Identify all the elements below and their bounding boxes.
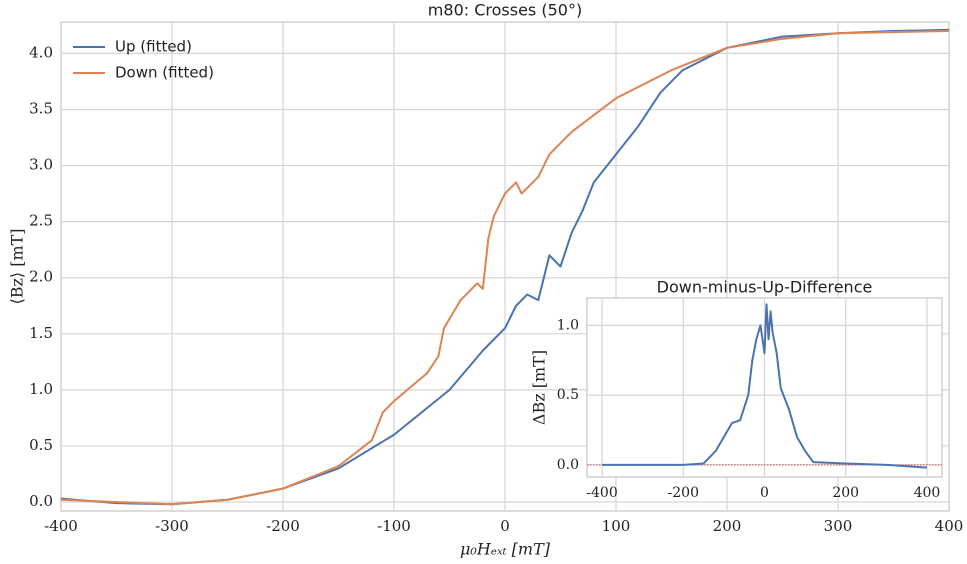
x-tick-label: 400 xyxy=(914,485,941,501)
y-tick-label: 2.5 xyxy=(29,212,53,230)
data-line xyxy=(60,29,950,506)
x-tick-label: -100 xyxy=(377,517,411,535)
legend-label: Down (fitted) xyxy=(115,64,214,82)
x-tick-label: -400 xyxy=(44,517,78,535)
x-tick-label: 0 xyxy=(760,485,769,501)
y-tick-label: 1.0 xyxy=(29,380,53,398)
y-tick-label: 1.5 xyxy=(29,324,53,342)
y-tick-label: 2.0 xyxy=(29,268,53,286)
chart-title: m80: Crosses (50°) xyxy=(428,1,582,20)
y-tick-label: 4.0 xyxy=(29,43,53,61)
y-tick-label: 3.0 xyxy=(29,156,53,174)
legend-label: Up (fitted) xyxy=(115,38,192,56)
x-axis-label: μ₀Hₑₓₜ [mT] xyxy=(460,540,551,559)
x-tick-label: -300 xyxy=(155,517,189,535)
y-tick-label: 0.0 xyxy=(29,492,53,510)
x-tick-label: 400 xyxy=(935,517,964,535)
x-tick-label: 200 xyxy=(713,517,742,535)
x-tick-label: 100 xyxy=(602,517,631,535)
y-tick-label: 0.0 xyxy=(557,457,579,473)
y-tick-label: 3.5 xyxy=(29,99,53,117)
x-tick-label: -400 xyxy=(586,485,617,501)
y-tick-label: 1.0 xyxy=(557,317,579,333)
y-tick-label: 0.5 xyxy=(557,387,579,403)
x-tick-label: -200 xyxy=(266,517,300,535)
data-line xyxy=(602,303,928,469)
x-tick-label: 300 xyxy=(824,517,853,535)
y-axis-label: ⟨Bz⟩ [mT] xyxy=(8,228,27,304)
x-tick-label: 0 xyxy=(500,517,510,535)
y-tick-label: 0.5 xyxy=(29,436,53,454)
x-tick-label: 200 xyxy=(832,485,859,501)
y-axis-label: ΔBz [mT] xyxy=(530,350,549,425)
chart-title: Down-minus-Up-Difference xyxy=(657,278,873,297)
x-tick-label: -200 xyxy=(668,485,699,501)
